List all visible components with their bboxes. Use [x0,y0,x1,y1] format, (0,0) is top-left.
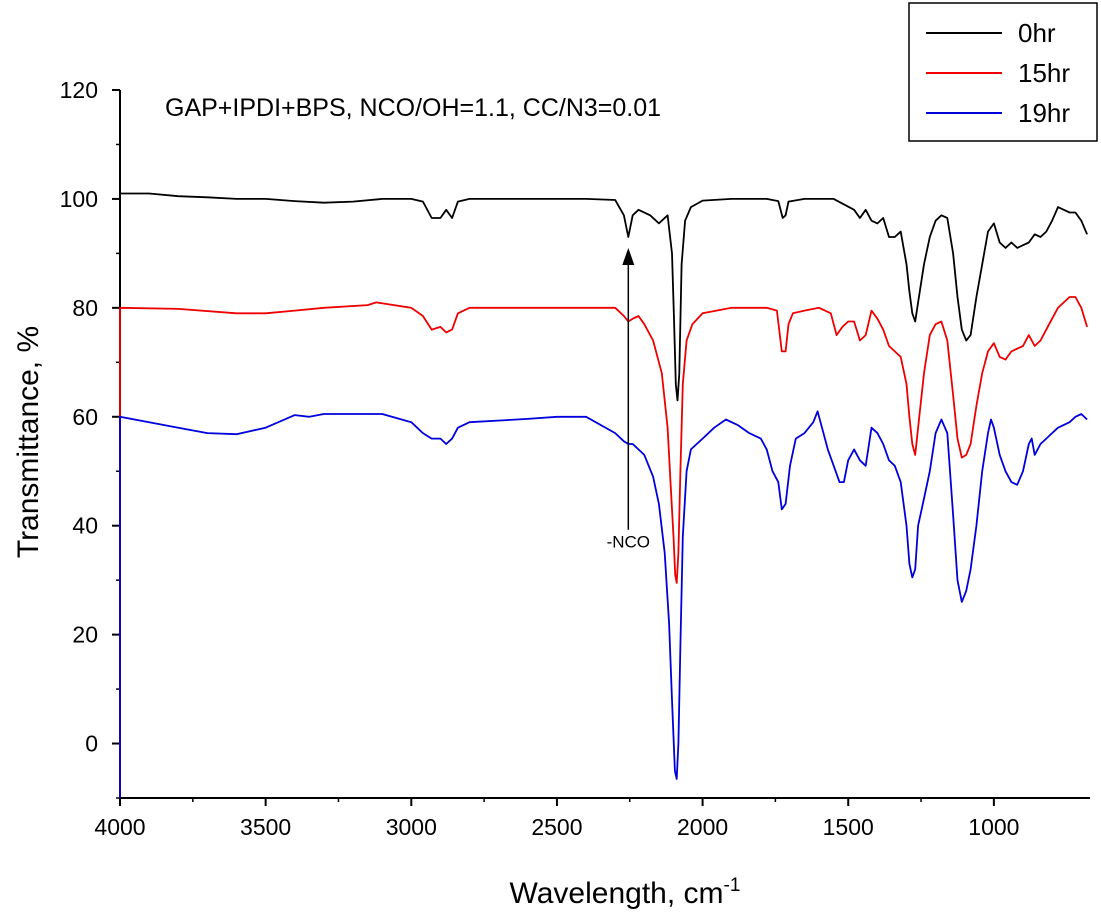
series-line-19hr [119,410,1088,798]
series-line-15hr [119,296,1088,798]
x-ticks: 4000 3500 3000 2500 2000 1500 1000 [94,798,1019,840]
x-axis-title: Wavelength, cm-1 [510,875,741,910]
y-tick-label: 100 [60,186,98,212]
axes-layer [119,90,1090,799]
x-axis-title-sup: -1 [724,875,741,896]
x-tick-label: 3500 [240,814,291,840]
x-tick-label: 3000 [386,814,437,840]
y-tick-label: 40 [72,513,98,539]
nco-annotation: -NCO [607,247,650,552]
x-tick-label: 1000 [968,814,1019,840]
x-tick-label: 2500 [531,814,582,840]
y-ticks: 0 20 40 60 80 100 120 [60,77,120,799]
annotation-label: -NCO [607,533,650,552]
y-tick-label: 20 [72,622,98,648]
y-tick-label: 0 [85,731,98,757]
x-axis-title-text: Wavelength, cm [510,877,724,910]
y-tick-label: 60 [72,404,98,430]
series-line-0hr [119,192,1088,798]
series-layer [119,192,1088,798]
legend-label-15hr: 15hr [1018,58,1070,88]
legend: 0hr 15hr 19hr [908,2,1098,142]
x-tick-label: 2000 [677,814,728,840]
y-tick-label: 80 [72,295,98,321]
legend-label-19hr: 19hr [1018,98,1070,128]
chart-title: GAP+IPDI+BPS, NCO/OH=1.1, CC/N3=0.01 [165,94,661,122]
legend-label-0hr: 0hr [1018,18,1056,48]
y-axis-title: Transmittance, % [12,326,45,558]
x-tick-label: 4000 [94,814,145,840]
x-tick-label: 1500 [823,814,874,840]
y-tick-label: 120 [60,77,98,103]
annotation-arrow-head [622,247,635,265]
